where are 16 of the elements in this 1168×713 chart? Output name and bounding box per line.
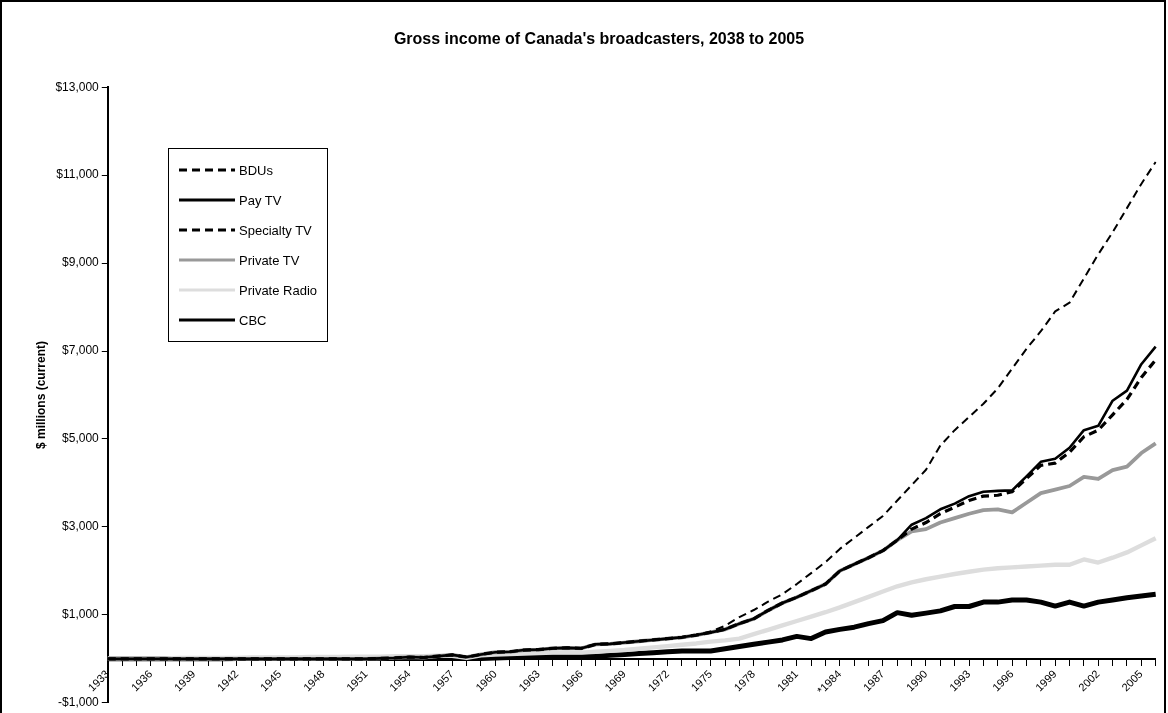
y-tick-label: -$1,000 [58,695,100,710]
legend-label: Private Radio [239,282,318,298]
y-axis-title: $ millions (current) [33,340,48,450]
legend-label: Pay TV [239,192,282,208]
y-tick-label: $9,000 [62,255,100,270]
y-tick-label: $13,000 [55,79,100,94]
y-tick-label: $5,000 [62,431,100,446]
legend-label: Specialty TV [239,222,312,238]
y-tick-label: $7,000 [62,343,100,358]
legend-label: CBC [239,312,267,328]
y-tick-label: $1,000 [62,607,100,622]
y-tick-label: $3,000 [62,519,100,534]
chart-title: Gross income of Canada's broadcasters, 2038 to 2005 [393,30,805,48]
y-tick-label: $11,000 [56,167,100,182]
legend-label: Private TV [239,252,300,268]
legend-label: BDUs [239,162,273,178]
